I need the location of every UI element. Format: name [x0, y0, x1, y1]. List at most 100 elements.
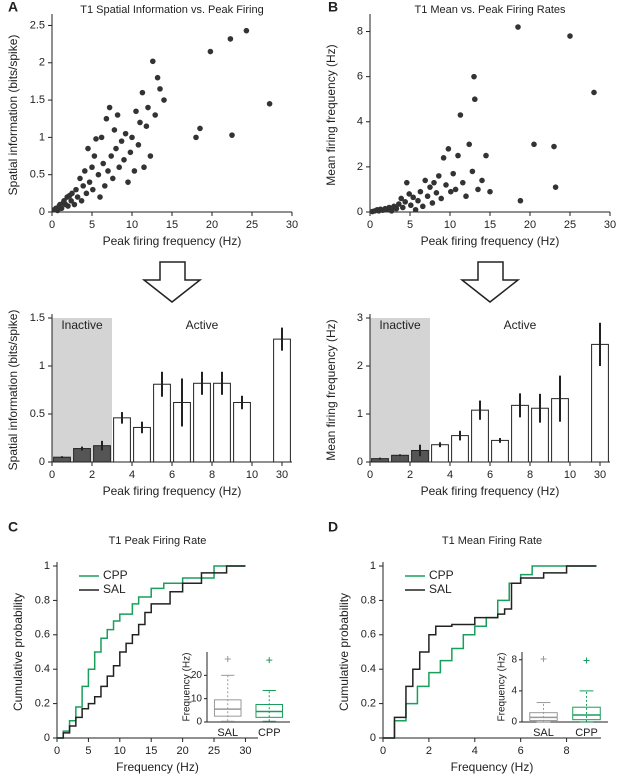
point	[420, 203, 426, 210]
point	[463, 193, 469, 200]
y-tick-label: 0	[357, 206, 363, 218]
point	[483, 152, 489, 159]
y-tick-label: 0	[357, 456, 363, 468]
point	[105, 168, 111, 174]
point	[452, 186, 459, 193]
panel-letter: B	[328, 0, 338, 15]
x-axis-label: Frequency (Hz)	[451, 760, 534, 774]
x-tick-label: 4	[129, 469, 135, 481]
point	[243, 27, 250, 34]
x-tick-label: 25	[208, 745, 220, 757]
y-tick-label: 0.5	[30, 408, 45, 420]
bar	[113, 417, 131, 463]
x-tick-label: 8	[527, 469, 533, 481]
x-tick-label: 8	[564, 745, 570, 757]
region-label: Active	[504, 318, 537, 332]
point	[457, 112, 464, 118]
y-tick-label: 8	[511, 654, 517, 665]
point	[443, 182, 449, 188]
point	[98, 134, 105, 141]
point	[431, 179, 437, 186]
x-axis-label: Peak firing frequency (Hz)	[421, 234, 560, 248]
point	[95, 171, 102, 178]
point	[161, 97, 167, 103]
point	[429, 200, 436, 206]
point	[69, 190, 75, 197]
y-tick-label: 1	[370, 560, 376, 572]
point	[133, 108, 139, 115]
point	[78, 198, 85, 204]
x-tick-label: 0	[380, 745, 386, 757]
point	[143, 123, 150, 129]
point	[469, 168, 476, 175]
x-tick-label: 30	[594, 469, 606, 481]
y-tick-label: 0	[39, 206, 45, 218]
point	[591, 89, 597, 96]
cdf-line	[57, 565, 246, 739]
point	[135, 142, 142, 148]
point	[137, 119, 143, 126]
point	[65, 203, 71, 209]
point	[114, 112, 121, 118]
point	[118, 138, 125, 144]
point	[93, 136, 99, 142]
point	[108, 153, 114, 159]
point	[398, 195, 405, 202]
point	[90, 186, 96, 193]
x-tick-label: 5	[407, 219, 413, 231]
y-tick-label: 2.5	[30, 19, 45, 31]
point	[73, 186, 79, 193]
arrow	[141, 261, 203, 303]
bar	[431, 444, 449, 463]
bar	[233, 401, 251, 463]
point	[422, 177, 429, 184]
x-tick-label: 0	[367, 469, 373, 481]
point	[450, 170, 457, 177]
chart-title: T1 Spatial Information vs. Peak Firing	[80, 4, 263, 16]
x-tick-label: 30	[286, 219, 298, 231]
x-tick-label: 2	[426, 745, 432, 757]
y-tick-label: 6	[357, 71, 363, 83]
x-tick-label: 0	[367, 219, 373, 231]
region-label: Inactive	[61, 318, 103, 332]
chart-title: T1 Peak Firing Rate	[109, 535, 207, 547]
y-tick-label: 0	[196, 717, 202, 728]
point	[71, 201, 78, 208]
point	[91, 153, 98, 159]
point	[97, 194, 103, 200]
legend-label: SAL	[429, 582, 452, 596]
legend-label: SAL	[103, 582, 126, 596]
inactive-region	[52, 318, 112, 462]
point	[427, 184, 433, 190]
y-tick-label: 0.2	[361, 698, 376, 710]
x-tick-label: 20	[524, 219, 536, 231]
y-tick-label: 1	[44, 560, 50, 572]
panel-letter: D	[328, 519, 338, 535]
x-tick-label: 25	[564, 219, 576, 231]
point	[83, 190, 90, 197]
point	[111, 127, 118, 133]
x-tick-label: 10	[564, 469, 576, 481]
panel-letter: A	[8, 0, 18, 15]
inset-category: CPP	[575, 727, 598, 739]
y-tick-label: 0.6	[35, 629, 50, 641]
point	[74, 194, 81, 200]
point	[408, 202, 414, 209]
chart-title: T1 Mean Firing Rate	[442, 535, 542, 547]
point	[116, 164, 122, 171]
point	[82, 168, 88, 174]
point	[393, 205, 400, 212]
point	[131, 168, 138, 174]
point	[445, 146, 452, 152]
y-tick-label: 0.4	[361, 663, 376, 675]
inset-y-label: Frequency (Hz)	[182, 653, 193, 722]
y-tick-label: 0.6	[361, 629, 376, 641]
y-axis-label: Mean firing frequency (Hz)	[324, 44, 338, 185]
point	[110, 175, 116, 182]
x-tick-label: 2	[89, 469, 95, 481]
point	[77, 175, 83, 182]
y-tick-label: 20	[191, 670, 203, 681]
bar	[193, 382, 211, 463]
point	[193, 134, 199, 141]
